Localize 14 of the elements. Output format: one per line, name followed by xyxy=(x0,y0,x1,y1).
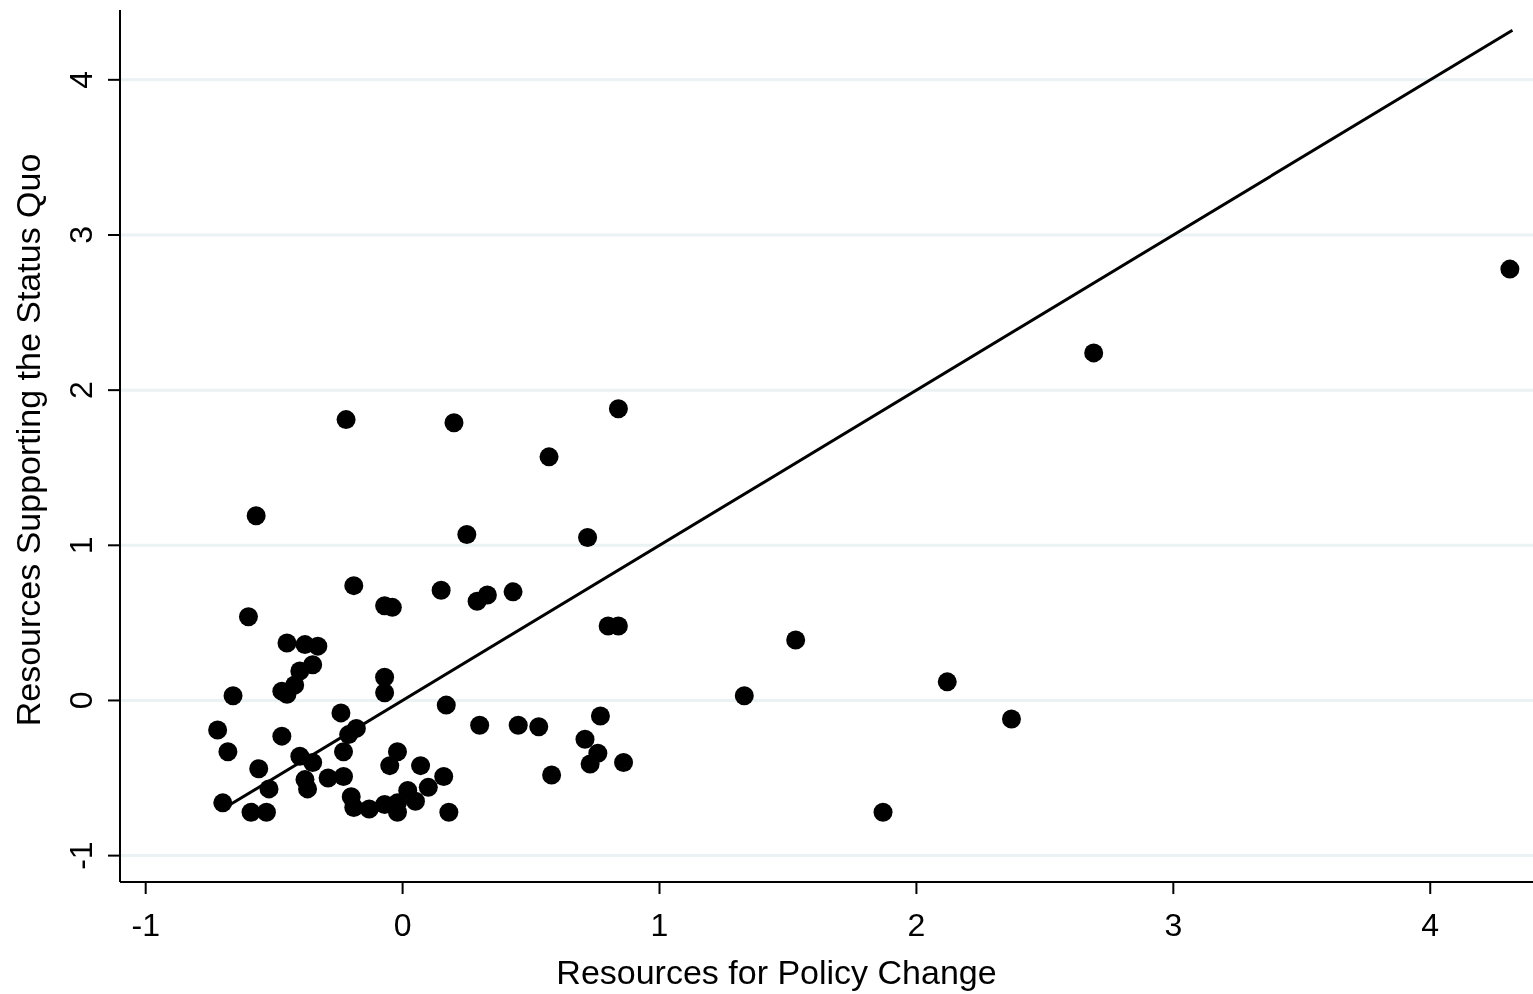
x-tick-label: -1 xyxy=(131,907,160,943)
y-tick-label: 0 xyxy=(63,691,99,710)
x-tick-label: 1 xyxy=(650,907,669,943)
y-axis-title: Resources Supporting the Status Quo xyxy=(9,153,47,727)
y-tick-label: 4 xyxy=(63,70,99,89)
y-tick-label: 3 xyxy=(63,226,99,244)
y-tick-label: -1 xyxy=(63,841,99,870)
x-tick-label: 3 xyxy=(1164,907,1183,943)
x-tick-label: 2 xyxy=(907,907,926,943)
x-axis-title: Resources for Policy Change xyxy=(556,953,997,991)
x-tick-label: 0 xyxy=(393,907,412,943)
y-tick-label: 1 xyxy=(63,536,99,555)
x-tick-label: 4 xyxy=(1421,907,1440,943)
y-tick-label: 2 xyxy=(63,381,99,400)
